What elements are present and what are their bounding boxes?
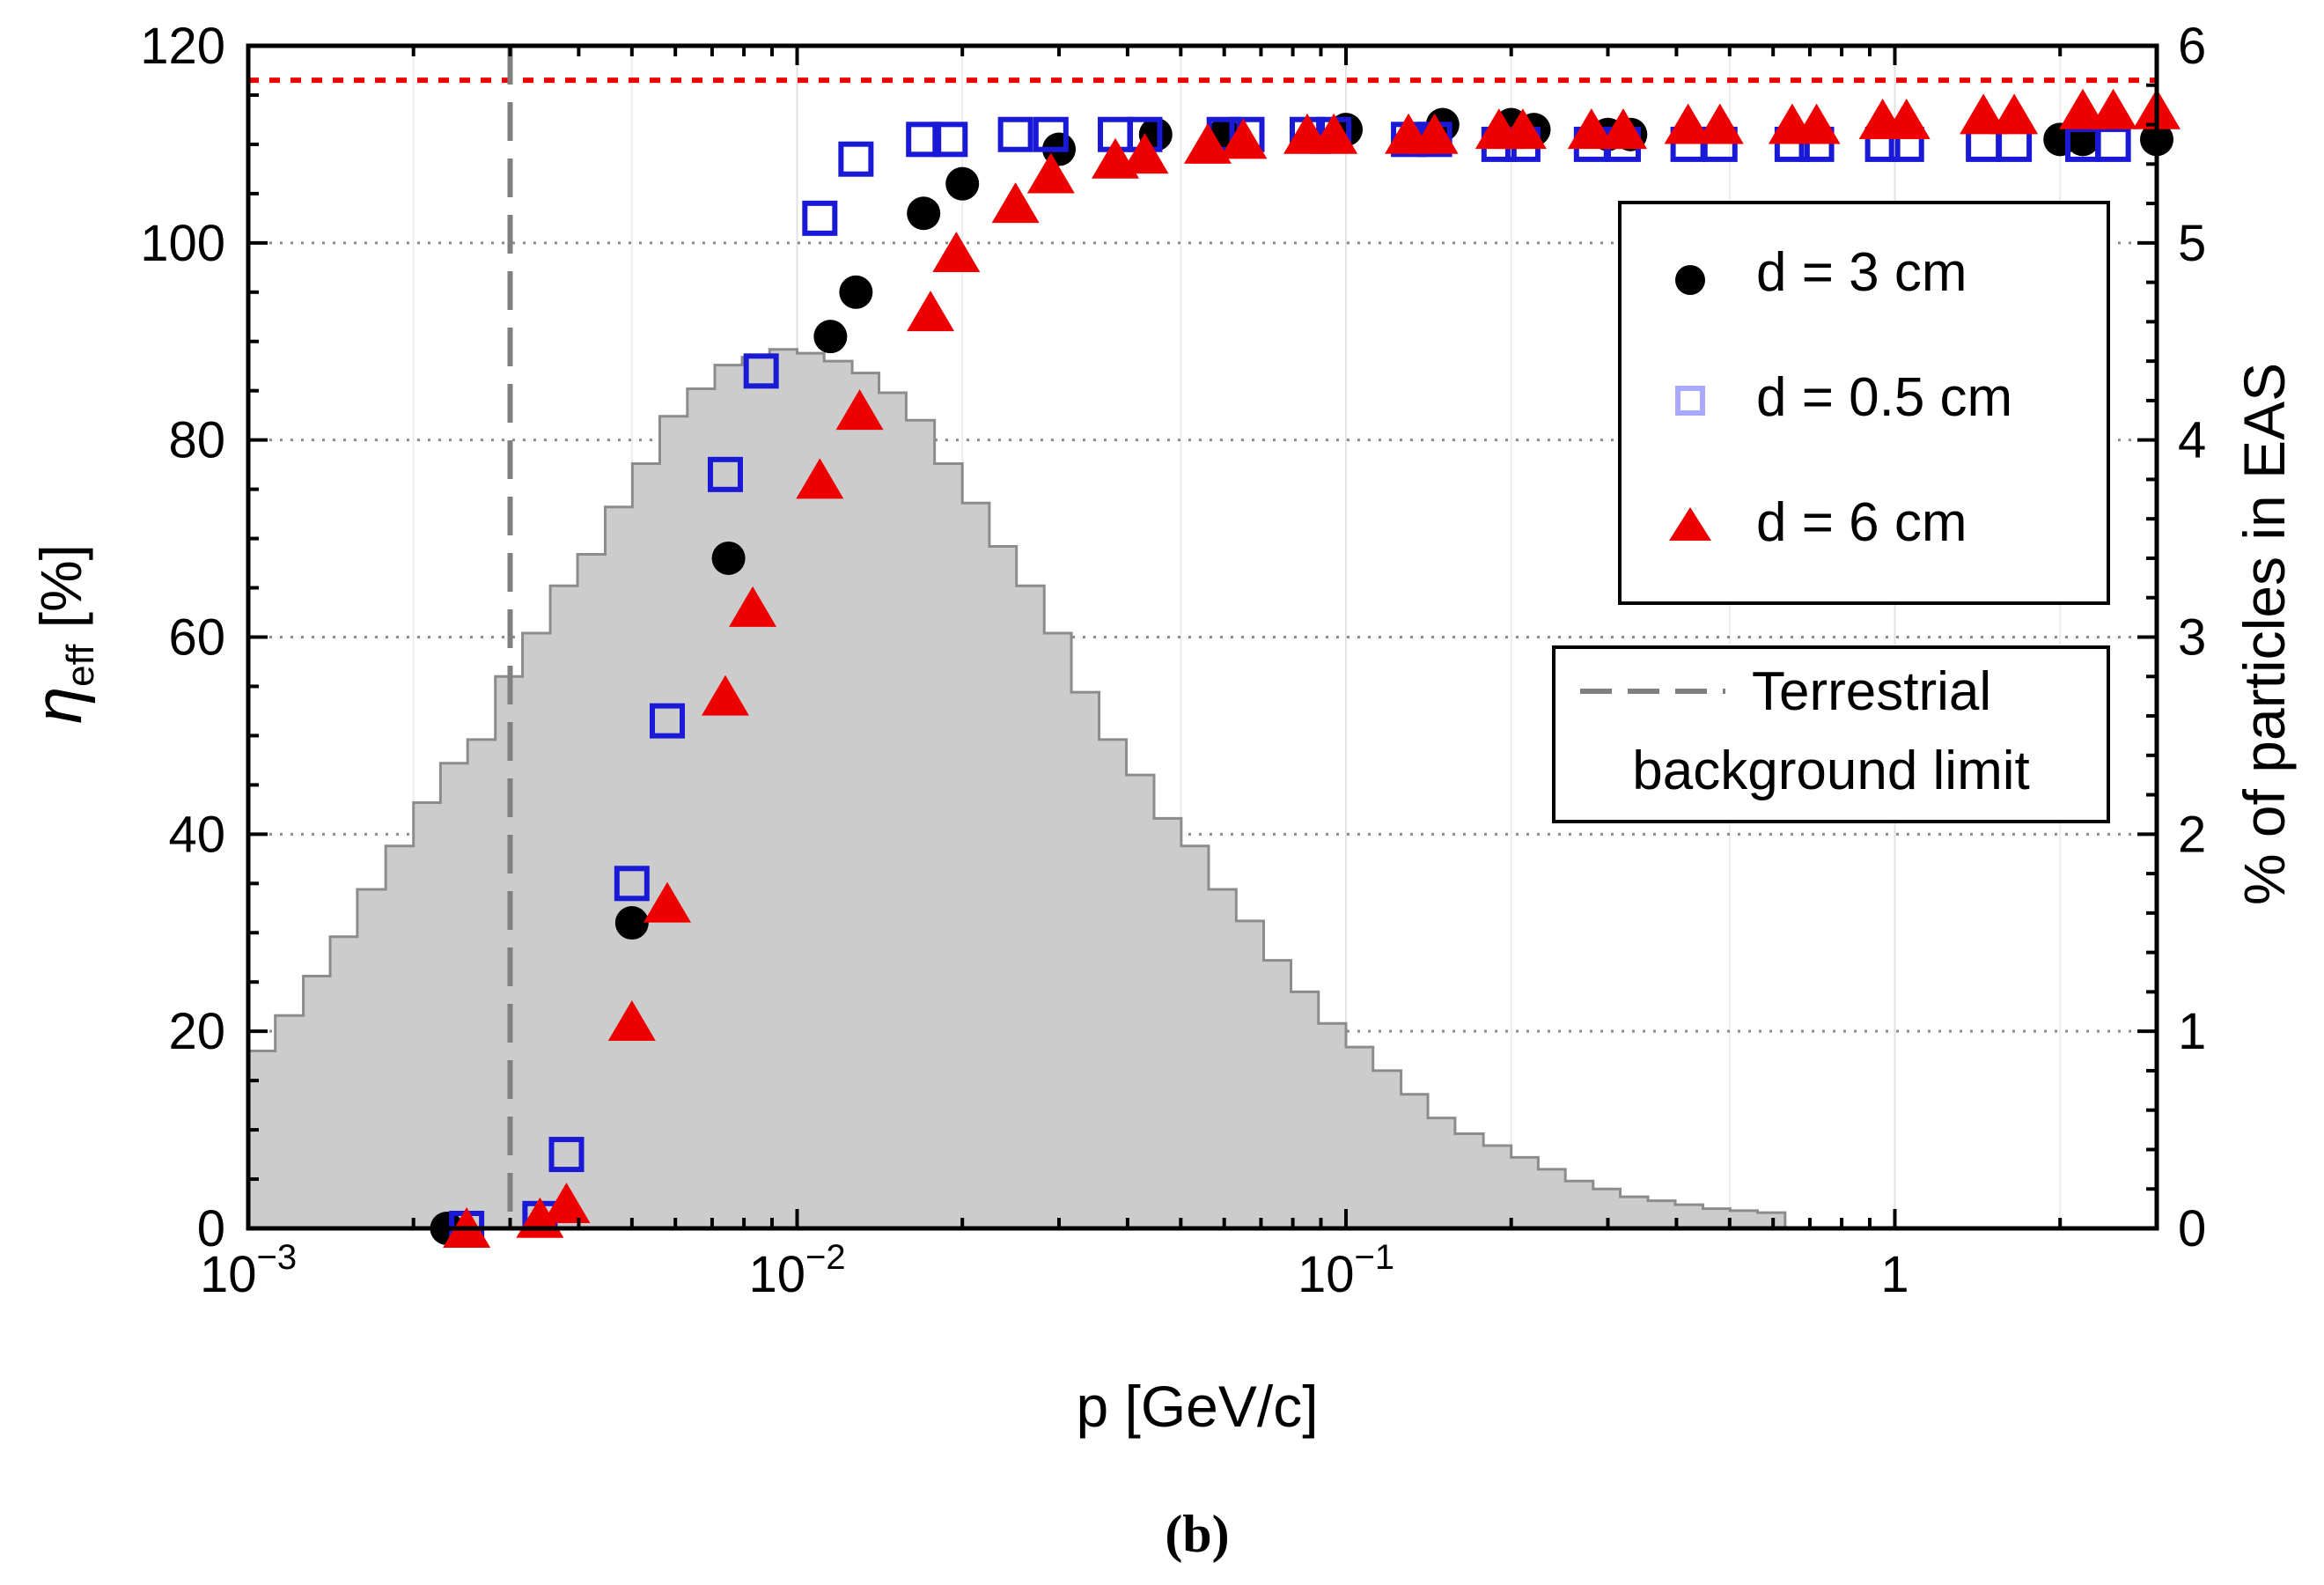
data-point-triangle: [796, 458, 844, 499]
legend-label-2: d = 0.5 cm: [1756, 367, 2012, 428]
data-point-triangle: [1121, 133, 1169, 174]
data-point-triangle: [1792, 103, 1841, 144]
legend-marker-circle: [1675, 265, 1705, 295]
data-point-square: [932, 122, 968, 158]
data-point-square: [802, 200, 838, 236]
data-point-circle: [813, 320, 848, 354]
data-point-square: [997, 116, 1033, 152]
data-point-square: [707, 456, 743, 492]
data-point-triangle: [701, 675, 749, 716]
data-point-triangle: [932, 232, 981, 273]
data-point-triangle: [542, 1183, 591, 1224]
y2-axis-title: % of particles in EAS: [2232, 363, 2297, 905]
x-tick-label: 10−1: [1298, 1238, 1394, 1303]
legend: d = 3 cm d = 0.5 cm d = 6 cm: [1618, 201, 2110, 605]
y-axis-title-symbol: η: [21, 687, 96, 724]
y2-tick-label: 3: [2178, 609, 2206, 667]
data-point-square: [650, 703, 686, 739]
data-point-triangle: [1664, 103, 1712, 144]
y-tick-label: 40: [168, 806, 225, 863]
y-tick-label: 60: [168, 609, 225, 667]
data-point-triangle: [991, 182, 1040, 224]
reference-lines: [248, 46, 2157, 1228]
data-point-circle: [839, 275, 873, 309]
data-point-triangle: [1498, 108, 1547, 150]
data-point-triangle: [1882, 98, 1931, 139]
x-tick-label-exponent: −2: [805, 1238, 846, 1277]
axis-ticks: [246, 44, 2159, 1230]
x-tick-label-base: 10: [1298, 1246, 1355, 1303]
data-point-circle: [711, 541, 746, 575]
terrestrial-legend: Terrestrial background limit: [1552, 645, 2110, 823]
y-axis-title-unit: [%]: [28, 544, 93, 645]
x-tick-label: 1: [1880, 1246, 1908, 1303]
x-tick-label: 10−3: [200, 1238, 297, 1303]
data-point-triangle: [1184, 122, 1232, 164]
data-point-triangle: [644, 881, 692, 923]
legend-marker-square: [1675, 386, 1705, 416]
data-point-triangle: [1599, 108, 1647, 150]
x-tick-label-base: 10: [748, 1246, 805, 1303]
y-tick-label: 120: [140, 18, 225, 75]
x-tick-label-base: 1: [1880, 1246, 1908, 1303]
terrestrial-legend-frame: [1552, 645, 2110, 823]
data-point-triangle: [1990, 93, 2039, 135]
data-point-triangle: [835, 389, 884, 431]
data-point-square: [614, 866, 650, 902]
data-point-square: [906, 122, 942, 158]
y2-tick-label: 6: [2178, 18, 2206, 75]
data-point-square: [2095, 126, 2131, 162]
legend-label-3: d = 6 cm: [1756, 492, 1967, 553]
y2-tick-label: 1: [2178, 1003, 2206, 1060]
y-axis-title-subscript: eff: [59, 644, 102, 687]
x-tick-label-base: 10: [200, 1246, 257, 1303]
data-point-triangle: [1219, 118, 1268, 159]
data-point-square: [548, 1137, 585, 1173]
y-axis-title: ηeff [%]: [21, 544, 102, 724]
figure-caption: (b): [1165, 1505, 1229, 1563]
data-point-triangle: [907, 291, 955, 332]
data-point-triangle: [1310, 113, 1358, 154]
x-tick-label-exponent: −1: [1354, 1238, 1394, 1277]
data-point-triangle: [1695, 103, 1744, 144]
data-point-triangle: [1960, 93, 2008, 135]
legend-marker-triangle: [1669, 507, 1711, 541]
y2-tick-label: 0: [2178, 1200, 2206, 1257]
terrestrial-legend-line2: background limit: [1632, 741, 2029, 801]
y2-tick-label: 2: [2178, 806, 2206, 863]
y2-tick-label: 5: [2178, 215, 2206, 272]
data-point-circle: [945, 166, 980, 201]
data-point-triangle: [607, 999, 656, 1041]
y-tick-label: 80: [168, 412, 225, 469]
data-point-triangle: [2059, 88, 2107, 129]
data-markers: [430, 88, 2181, 1248]
y2-tick-label: 4: [2178, 412, 2206, 469]
data-point-circle: [614, 906, 649, 940]
x-axis-title: p [GeV/c]: [1076, 1374, 1318, 1439]
data-point-triangle: [1026, 152, 1075, 194]
data-point-triangle: [1410, 113, 1459, 154]
data-point-triangle: [729, 586, 777, 627]
data-point-triangle: [1567, 108, 1615, 150]
terrestrial-legend-line1: Terrestrial: [1752, 661, 1991, 722]
data-point-circle: [907, 196, 941, 231]
y-tick-label: 20: [168, 1003, 225, 1060]
x-tick-label-exponent: −3: [256, 1238, 297, 1277]
data-point-square: [1033, 116, 1069, 152]
y-tick-label: 0: [197, 1200, 225, 1257]
legend-label-1: d = 3 cm: [1756, 242, 1967, 303]
data-point-triangle: [2089, 88, 2137, 129]
data-point-square: [838, 141, 874, 177]
y-tick-label: 100: [140, 215, 225, 272]
data-point-square: [743, 353, 779, 389]
x-tick-label: 10−2: [748, 1238, 845, 1303]
